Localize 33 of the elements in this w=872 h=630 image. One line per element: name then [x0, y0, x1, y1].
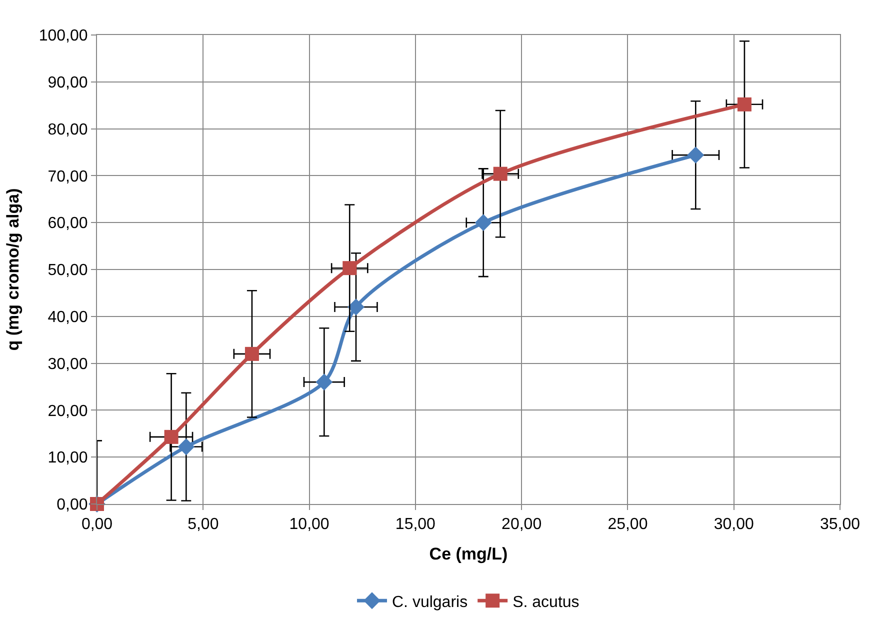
y-tick-label: 30,00	[48, 356, 88, 373]
point	[164, 430, 178, 444]
y-tick-label: 20,00	[48, 402, 88, 420]
x-tick-label: 10,00	[289, 516, 330, 534]
y-tick-label: 80,00	[48, 121, 88, 138]
point	[348, 298, 364, 316]
point	[244, 346, 259, 361]
x-tick-label: 15,00	[395, 516, 436, 534]
point	[737, 97, 752, 112]
legend-label: C. vulgaris	[392, 594, 468, 611]
point	[687, 146, 704, 164]
x-tick-label: 35,00	[820, 516, 860, 534]
y-tick-label: 100,00	[38, 28, 88, 45]
y-tick-label: 90,00	[48, 74, 88, 92]
legend-label: S. acutus	[512, 594, 580, 611]
point	[474, 214, 492, 232]
x-tick-label: 25,00	[608, 516, 648, 534]
point	[178, 438, 195, 456]
y-tick-label: 10,00	[48, 450, 88, 467]
x-tick-label: 20,00	[502, 516, 542, 534]
point	[316, 374, 333, 391]
x-tick-label: 5,00	[188, 516, 219, 534]
y-tick-label: 70,00	[48, 168, 88, 186]
y-tick-label: 60,00	[48, 215, 88, 232]
y-tick-label: 40,00	[48, 309, 88, 326]
y-tick-label: 50,00	[48, 262, 88, 280]
x-axis-title: Ce (mg/L)	[429, 544, 508, 564]
y-tick-label: 0,00	[56, 496, 88, 514]
point	[493, 166, 508, 181]
x-tick-label: 30,00	[714, 516, 754, 534]
point	[342, 261, 357, 276]
x-tick-label: 0,00	[81, 516, 113, 534]
y-axis-title: q (mg cromo/g alga)	[3, 188, 22, 351]
